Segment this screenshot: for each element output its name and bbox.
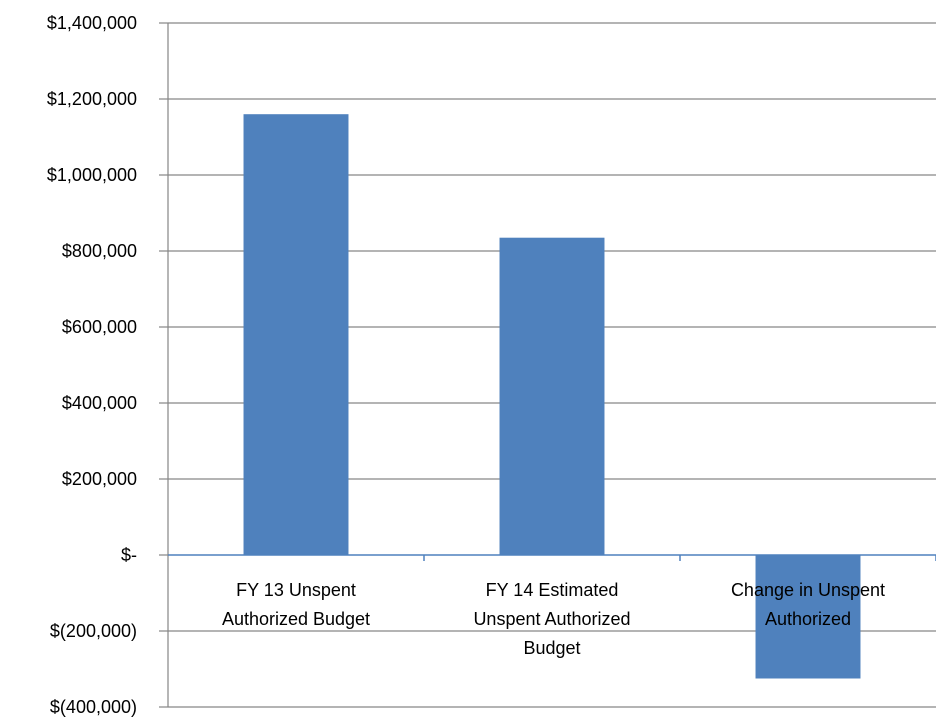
y-tick-label: $1,000,000 bbox=[47, 165, 137, 185]
x-tick-label-line: Change in Unspent bbox=[731, 580, 885, 600]
x-tick-label-line: FY 13 Unspent bbox=[236, 580, 356, 600]
x-tick-label-line: Budget bbox=[523, 638, 580, 658]
x-tick-label: FY 14 Estimated Unspent Authorized Budget bbox=[473, 580, 630, 658]
y-tick-labels: $1,400,000 $1,200,000 $1,000,000 $800,000 $6… bbox=[47, 13, 137, 717]
y-tick-label: $1,200,000 bbox=[47, 89, 137, 109]
y-tick-label: $- bbox=[121, 545, 137, 565]
bar bbox=[243, 114, 349, 555]
x-tick-label-line: Unspent Authorized bbox=[473, 609, 630, 629]
bars bbox=[243, 114, 861, 679]
bar bbox=[499, 237, 605, 555]
x-tick-label-line: Authorized Budget bbox=[222, 609, 370, 629]
y-tick-label: $200,000 bbox=[62, 469, 137, 489]
x-tick-label: FY 13 Unspent Authorized Budget bbox=[222, 580, 370, 629]
y-tick-label: $600,000 bbox=[62, 317, 137, 337]
bar bbox=[755, 555, 861, 679]
x-tick-label-line: FY 14 Estimated bbox=[486, 580, 619, 600]
y-tick-label: $1,400,000 bbox=[47, 13, 137, 33]
x-tick-label: Change in Unspent Authorized bbox=[731, 580, 885, 629]
axes bbox=[159, 22, 936, 708]
y-tick-label: $(400,000) bbox=[50, 697, 137, 717]
y-tick-label: $(200,000) bbox=[50, 621, 137, 641]
y-tick-label: $800,000 bbox=[62, 241, 137, 261]
y-tick-label: $400,000 bbox=[62, 393, 137, 413]
x-tick-label-line: Authorized bbox=[765, 609, 851, 629]
